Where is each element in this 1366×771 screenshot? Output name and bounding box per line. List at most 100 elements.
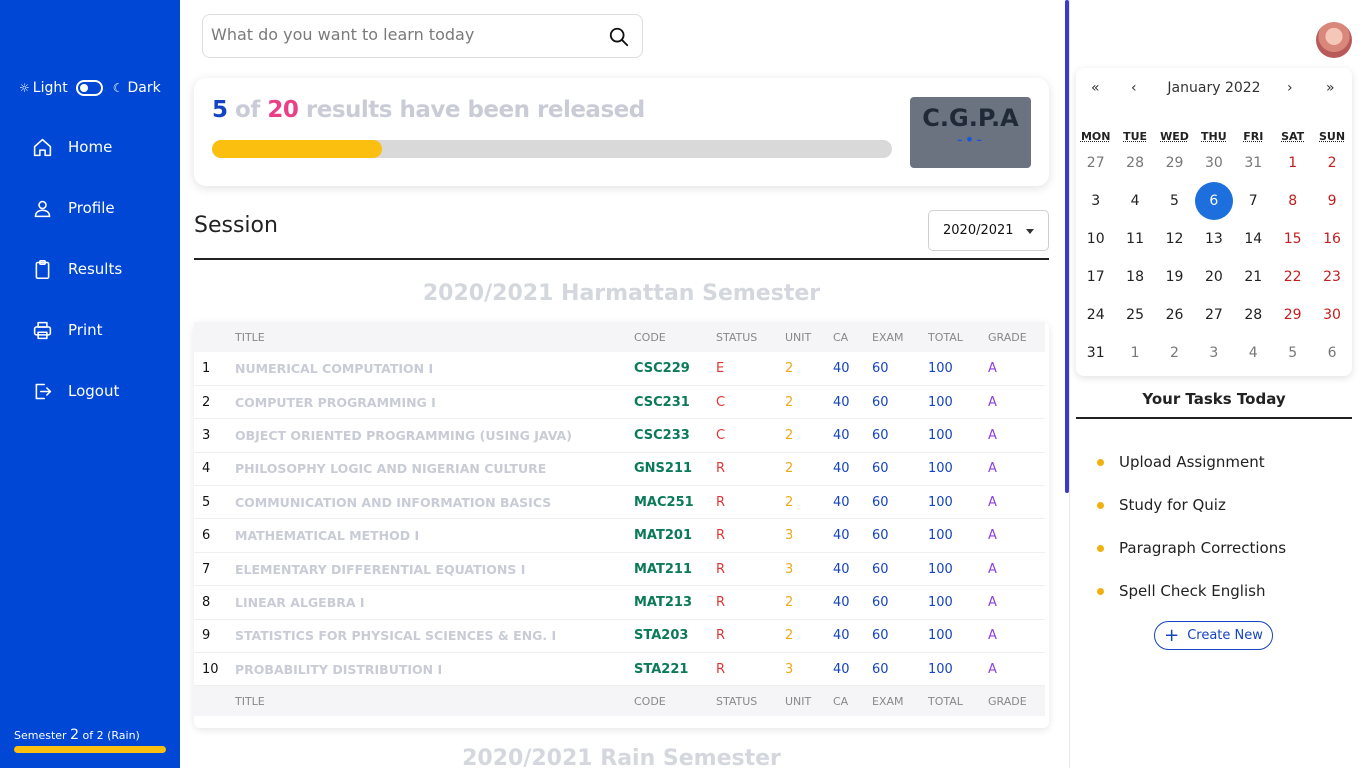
calendar-day[interactable]: 29 [1273, 307, 1312, 323]
caret-down-icon [1026, 229, 1034, 234]
calendar-day[interactable]: 31 [1076, 345, 1115, 361]
results-table-card: TITLE CODE STATUS UNIT CA EXAM TOTAL GRA… [194, 322, 1049, 728]
prev-month-button[interactable]: ‹ [1131, 80, 1137, 96]
calendar-day[interactable]: 3 [1194, 345, 1233, 361]
create-new-task-button[interactable]: + Create New [1154, 621, 1273, 650]
sidebar-item-print[interactable]: Print [32, 318, 122, 342]
course-grade: A [988, 653, 1045, 686]
calendar-day[interactable]: 30 [1194, 155, 1233, 171]
calendar-day-number: 6 [1328, 345, 1337, 361]
calendar-day[interactable]: 16 [1312, 231, 1351, 247]
course-total: 100 [928, 419, 988, 452]
row-number: 8 [194, 586, 235, 619]
next-year-button[interactable]: » [1326, 80, 1335, 96]
calendar-day[interactable]: 20 [1194, 269, 1233, 285]
calendar-day-number: 21 [1244, 269, 1262, 285]
calendar-day[interactable]: 5 [1273, 345, 1312, 361]
calendar-day[interactable]: 21 [1234, 269, 1273, 285]
next-month-button[interactable]: › [1287, 80, 1293, 96]
calendar-day[interactable]: 11 [1115, 231, 1154, 247]
calendar-day[interactable]: 23 [1312, 269, 1351, 285]
calendar-day[interactable]: 25 [1115, 307, 1154, 323]
calendar-day[interactable]: 22 [1273, 269, 1312, 285]
calendar-day[interactable]: 1 [1273, 155, 1312, 171]
table-row: 4 PHILOSOPHY LOGIC AND NIGERIAN CULTURE GN… [194, 452, 1045, 485]
calendar-day[interactable]: 4 [1234, 345, 1273, 361]
calendar-day[interactable]: 15 [1273, 231, 1312, 247]
calendar-day[interactable]: 26 [1155, 307, 1194, 323]
calendar-day-number: 5 [1288, 345, 1297, 361]
calendar-week-row: 31 1 2 3 4 5 6 [1076, 334, 1352, 372]
calendar-day[interactable]: 18 [1115, 269, 1154, 285]
task-item[interactable]: Spell Check English [1097, 581, 1265, 601]
user-icon [32, 198, 53, 219]
calendar-nav: January 2022 « ‹ › » [1076, 80, 1352, 100]
sidebar-item-profile[interactable]: Profile [32, 196, 122, 220]
calendar-day[interactable]: 30 [1312, 307, 1351, 323]
calendar-day[interactable]: 28 [1115, 155, 1154, 171]
calendar-day[interactable]: 14 [1234, 231, 1273, 247]
course-exam: 60 [872, 385, 928, 418]
calendar-day-number: 8 [1288, 193, 1297, 209]
table-row: 3 OBJECT ORIENTED PROGRAMMING (USING JAVA… [194, 419, 1045, 452]
sidebar-item-logout[interactable]: Logout [32, 379, 122, 403]
task-item[interactable]: Upload Assignment [1097, 452, 1265, 472]
course-status: C [716, 385, 785, 418]
calendar-day[interactable]: 2 [1155, 345, 1194, 361]
weekday-label: WED [1155, 130, 1194, 143]
theme-toggle[interactable]: ☼ Light ☾ Dark [19, 80, 161, 96]
release-summary: 5 of 20 results have been released [212, 97, 645, 123]
course-unit: 2 [785, 619, 833, 652]
calendar-day[interactable]: 2 [1312, 155, 1351, 171]
calendar-day[interactable]: 19 [1155, 269, 1194, 285]
calendar-day[interactable]: 7 [1234, 193, 1273, 209]
col-exam: EXAM [872, 686, 928, 716]
avatar[interactable] [1316, 22, 1352, 58]
calendar-day[interactable]: 10 [1076, 231, 1115, 247]
semester-heading-rain: 2020/2021 Rain Semester [194, 746, 1049, 771]
calendar-day[interactable]: 4 [1115, 193, 1154, 209]
calendar-day-number: 26 [1166, 307, 1184, 323]
calendar-day[interactable]: 5 [1155, 193, 1194, 209]
scrollbar-thumb[interactable] [1065, 0, 1069, 493]
theme-switch[interactable] [76, 80, 103, 96]
course-title: MATHEMATICAL METHOD I [235, 519, 634, 552]
course-code: MAT211 [634, 552, 716, 585]
calendar-day[interactable]: 31 [1234, 155, 1273, 171]
calendar-day[interactable]: 27 [1076, 155, 1115, 171]
calendar-day[interactable]: 17 [1076, 269, 1115, 285]
search-input[interactable] [211, 25, 591, 44]
col-unit: UNIT [785, 686, 833, 716]
calendar-day[interactable]: 3 [1076, 193, 1115, 209]
calendar-day[interactable]: 6 [1312, 345, 1351, 361]
sidebar-item-results[interactable]: Results [32, 257, 122, 281]
calendar-day-number: 2 [1328, 155, 1337, 171]
semester-suffix: of 2 (Rain) [83, 729, 140, 742]
course-total: 100 [928, 519, 988, 552]
calendar-day[interactable]: 24 [1076, 307, 1115, 323]
semester-progress-bar [14, 746, 166, 753]
table-row: 2 COMPUTER PROGRAMMING I CSC231 C 2 40 60 100 A [194, 385, 1045, 418]
session-select[interactable]: 2020/2021 [928, 210, 1049, 251]
calendar-day[interactable]: 13 [1194, 231, 1233, 247]
calendar-day-selected[interactable]: 6 [1194, 193, 1233, 209]
calendar-day[interactable]: 9 [1312, 193, 1351, 209]
course-unit: 2 [785, 452, 833, 485]
calendar-day[interactable]: 27 [1194, 307, 1233, 323]
semester-heading-harmattan: 2020/2021 Harmattan Semester [194, 281, 1049, 306]
calendar-day[interactable]: 8 [1273, 193, 1312, 209]
calendar-day[interactable]: 28 [1234, 307, 1273, 323]
col-grade: GRADE [988, 686, 1045, 716]
calendar-day[interactable]: 29 [1155, 155, 1194, 171]
search-icon[interactable] [608, 26, 630, 48]
task-item[interactable]: Study for Quiz [1097, 495, 1226, 515]
calendar-day[interactable]: 12 [1155, 231, 1194, 247]
task-item[interactable]: Paragraph Corrections [1097, 538, 1286, 558]
course-ca: 40 [833, 452, 872, 485]
semester-current: 2 [70, 727, 79, 743]
prev-year-button[interactable]: « [1091, 80, 1100, 96]
course-code: STA203 [634, 619, 716, 652]
sidebar-item-home[interactable]: Home [32, 135, 122, 159]
calendar-day-number: 25 [1126, 307, 1144, 323]
calendar-day[interactable]: 1 [1115, 345, 1154, 361]
